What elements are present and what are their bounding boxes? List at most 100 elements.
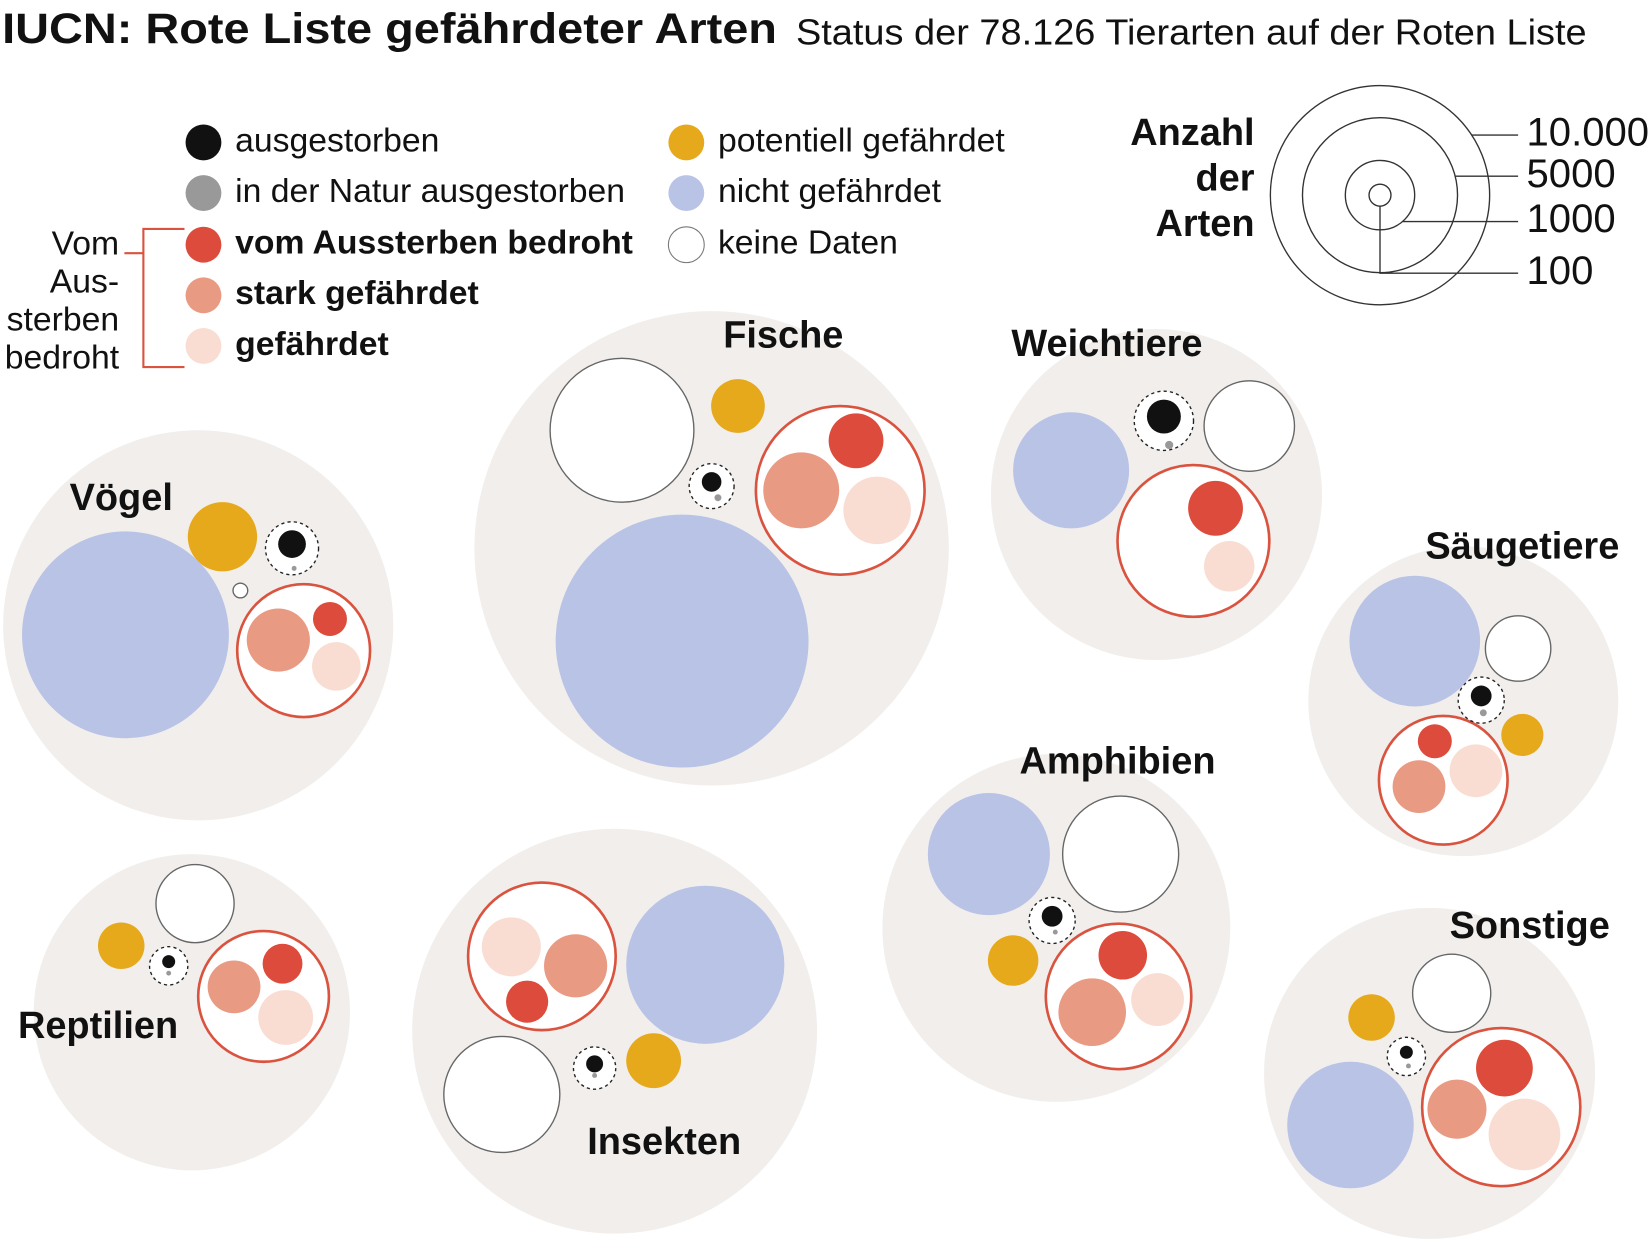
bubble (711, 379, 765, 433)
bracket-label: Vom (52, 225, 119, 263)
bubble (22, 531, 229, 739)
legend-label: gefährdet (235, 325, 389, 363)
size-title: Arten (1155, 203, 1254, 245)
bubble (1165, 440, 1174, 450)
bubble (828, 413, 884, 469)
bubble (1501, 713, 1544, 757)
size-leader (1379, 206, 1519, 274)
bubble (1131, 973, 1184, 1026)
group: Sonstige (1264, 905, 1610, 1239)
bubble (1392, 760, 1446, 814)
bubble (701, 472, 722, 492)
bubble (549, 357, 695, 503)
bubble (291, 565, 297, 571)
bubble (312, 642, 361, 691)
group-label: Fische (723, 315, 843, 357)
group-label: Insekten (587, 1121, 741, 1163)
size-label: 5000 (1527, 152, 1616, 196)
bubble (592, 1073, 598, 1078)
group-label: Sonstige (1450, 905, 1610, 947)
bubble (155, 863, 235, 944)
legend-swatch (668, 175, 705, 211)
legend-label: potentiell gefährdet (718, 121, 1005, 159)
bubble (207, 960, 261, 1014)
bubble (987, 935, 1039, 986)
bubble (1470, 685, 1492, 707)
group-label: Weichtiere (1011, 323, 1202, 365)
bubble (506, 980, 549, 1023)
group-background (412, 828, 818, 1234)
bubble (162, 955, 176, 969)
bubble (1449, 744, 1503, 798)
bubble (1411, 953, 1492, 1033)
size-label: 100 (1527, 249, 1594, 293)
legend-swatch (185, 175, 222, 211)
bubble (232, 582, 249, 599)
bracket-label: sterben (7, 301, 119, 339)
bubble (626, 885, 785, 1044)
size-circle (1269, 84, 1491, 306)
bubble (262, 943, 303, 984)
legend-swatch (185, 124, 222, 161)
bubble (258, 990, 314, 1045)
bubble (927, 793, 1050, 916)
bubble (555, 514, 809, 768)
group-label: Säugetiere (1425, 525, 1619, 567)
bubble (97, 922, 145, 970)
bubble (312, 601, 347, 636)
bubble (278, 530, 306, 558)
legend-swatch (667, 226, 705, 264)
group: Insekten (412, 828, 818, 1234)
group: Säugetiere (1308, 525, 1619, 857)
bracket-label: bedroht (5, 339, 120, 377)
bubble (714, 494, 722, 502)
bubble (1052, 929, 1058, 935)
legend-swatch (185, 328, 222, 364)
bubble (1348, 994, 1395, 1041)
bracket-label: Aus- (50, 263, 119, 301)
bubble (1013, 412, 1130, 529)
bubble (166, 970, 172, 976)
bubble (1417, 724, 1452, 759)
legend-swatch (185, 226, 222, 263)
bubble (1041, 905, 1063, 927)
bubble (1427, 1079, 1487, 1139)
chart-title: IUCN: Rote Liste gefährdeter Arten (2, 5, 777, 52)
bubble (1484, 615, 1552, 682)
bubble (1488, 1098, 1561, 1171)
chart-subtitle: Status der 78.126 Tierarten auf der Rote… (796, 12, 1587, 52)
bubble (626, 1033, 682, 1089)
bubble (246, 608, 310, 672)
group-label: Reptilien (18, 1005, 178, 1047)
legend-label: keine Daten (718, 224, 898, 262)
group: Fische (474, 311, 949, 786)
group: Vögel (3, 430, 394, 821)
bubble (1399, 1045, 1413, 1059)
bubble (1479, 709, 1487, 717)
group-label: Vögel (70, 477, 173, 519)
group: Weichtiere (990, 323, 1323, 661)
legend-label: nicht gefährdet (718, 172, 942, 210)
bubble (1476, 1039, 1533, 1097)
bubble (1188, 480, 1243, 536)
bubble (1349, 575, 1481, 707)
size-label: 10.000 (1527, 111, 1649, 155)
bubble (187, 502, 258, 572)
bubble (763, 452, 840, 529)
group-label: Amphibien (1019, 740, 1215, 782)
legend-label: in der Natur ausgestorben (235, 172, 625, 210)
legend-swatch (668, 124, 705, 161)
bracket (124, 227, 185, 369)
bubble (1203, 380, 1296, 472)
bubble (481, 917, 541, 977)
legend-swatch (185, 277, 222, 314)
bubble (1287, 1061, 1414, 1189)
bubble (1061, 795, 1180, 913)
size-circle (1368, 183, 1392, 207)
bubble (1204, 541, 1255, 592)
group: Reptilien (18, 854, 351, 1171)
bubble (1146, 399, 1181, 434)
size-label: 1000 (1527, 197, 1616, 241)
